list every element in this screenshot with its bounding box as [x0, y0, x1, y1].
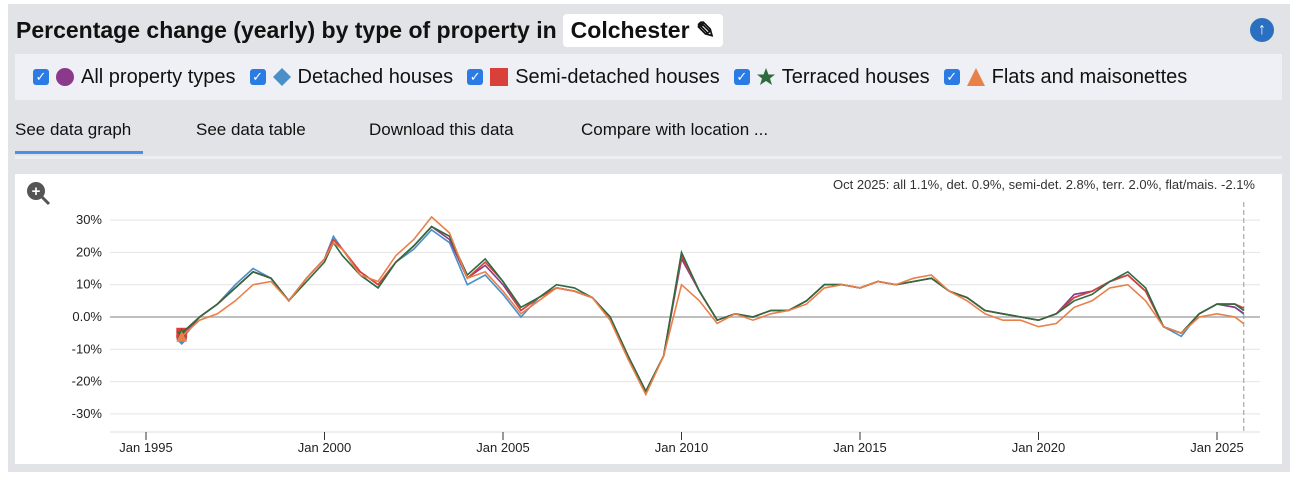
- tab-compare-location[interactable]: Compare with location ...: [581, 120, 769, 139]
- x-tick-label: Jan 2000: [298, 440, 352, 455]
- legend-label: Semi-detached houses: [515, 65, 720, 88]
- latest-value-annotation: Oct 2025: all 1.1%, det. 0.9%, semi-det.…: [833, 177, 1255, 192]
- tab-see-data-graph[interactable]: See data graph: [15, 120, 144, 154]
- star-marker-icon: [756, 68, 775, 85]
- x-tick-label: Jan 2010: [655, 440, 709, 455]
- y-tick-label: 0.0%: [72, 309, 102, 324]
- y-tick-label: 10%: [76, 277, 102, 292]
- legend-label: Terraced houses: [781, 65, 930, 88]
- x-tick-label: Jan 2025: [1190, 440, 1244, 455]
- legend-label: Detached houses: [297, 65, 454, 88]
- series-start-marker: [176, 330, 188, 342]
- location-selector[interactable]: Colchester ✎: [562, 14, 724, 47]
- square-marker-icon: [490, 68, 509, 86]
- checkbox[interactable]: ✓: [733, 69, 750, 85]
- tab-see-data-table[interactable]: See data table: [196, 120, 306, 139]
- series-line-triangle: [181, 215, 1245, 397]
- y-tick-label: -20%: [72, 374, 103, 389]
- page-title: Percentage change (yearly) by type of pr…: [16, 14, 724, 47]
- x-tick-label: Jan 2020: [1012, 440, 1066, 455]
- checkbox[interactable]: ✓: [249, 69, 266, 85]
- legend: ✓ All property types ✓ Detached houses ✓ Semi…: [15, 54, 1282, 100]
- arrow-up-circle-icon[interactable]: ↑: [1250, 18, 1274, 42]
- x-tick-label: Jan 2015: [833, 440, 887, 455]
- checkbox[interactable]: ✓: [33, 69, 49, 85]
- chart-area: + 30% 20% 10% 0.0% -10% -20% -30% Jan 1995 Jan 2…: [15, 174, 1282, 464]
- edit-icon: ✎: [695, 17, 716, 43]
- zoom-icon[interactable]: +: [27, 182, 51, 206]
- legend-item[interactable]: ✓ Terraced houses: [733, 65, 930, 89]
- legend-label: Flats and maisonettes: [991, 65, 1188, 88]
- y-tick-label: 20%: [76, 244, 102, 259]
- circle-marker-icon: [56, 68, 74, 86]
- legend-label: All property types: [81, 65, 236, 88]
- series-line-circle: [181, 225, 1245, 394]
- x-tick-label: Jan 2005: [476, 440, 530, 455]
- y-tick-label: -10%: [72, 341, 103, 356]
- legend-item[interactable]: ✓ Detached houses: [249, 65, 454, 89]
- legend-item[interactable]: ✓ Flats and maisonettes: [943, 65, 1188, 89]
- chart-panel: Percentage change (yearly) by type of pr…: [8, 4, 1290, 472]
- svg-text:+: +: [32, 183, 41, 200]
- legend-item[interactable]: ✓ All property types: [33, 66, 236, 89]
- checkbox[interactable]: ✓: [467, 69, 484, 85]
- series-line-square: [181, 225, 1245, 394]
- y-tick-label: 30%: [76, 212, 102, 227]
- legend-item[interactable]: ✓ Semi-detached houses: [467, 66, 720, 89]
- tab-download-data[interactable]: Download this data: [369, 120, 514, 139]
- diamond-marker-icon: [272, 68, 291, 86]
- checkbox[interactable]: ✓: [943, 69, 960, 85]
- triangle-marker-icon: [966, 68, 985, 86]
- series-line-star: [181, 225, 1245, 394]
- tab-bar: See data graph See data table Download t…: [15, 114, 1282, 159]
- y-tick-label: -30%: [72, 406, 103, 421]
- x-tick-label: Jan 1995: [119, 440, 173, 455]
- line-chart: + 30% 20% 10% 0.0% -10% -20% -30% Jan 1995 Jan 2…: [27, 177, 1260, 455]
